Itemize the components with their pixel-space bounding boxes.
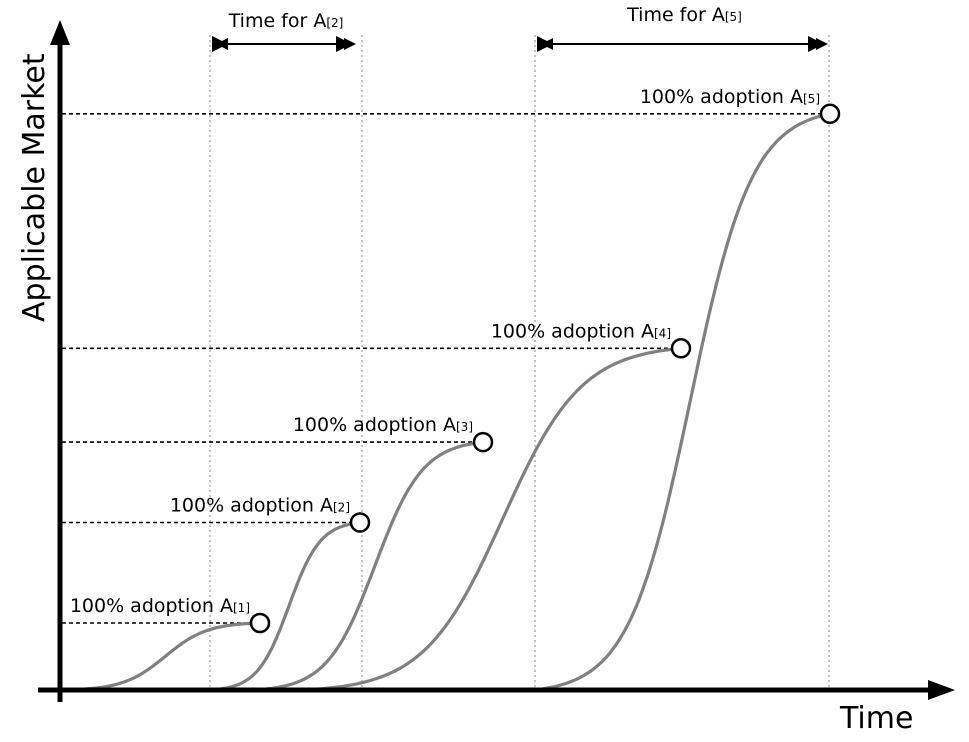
y-axis-arrowhead — [50, 20, 70, 45]
x-axis-arrowhead — [928, 680, 955, 700]
adoption-curve-1 — [59, 621, 261, 692]
time-span-label-1: Time for A[2] — [228, 10, 344, 32]
arrowhead-right — [344, 38, 356, 50]
adoption-label-4: 100% adoption A[4] — [491, 320, 671, 342]
adoption-point-3 — [472, 431, 494, 453]
labels: 100% adoption A[1] 100% adoption A[2] 100%… — [70, 4, 828, 617]
arrowhead-left — [216, 38, 228, 50]
adoption-curve-3 — [254, 440, 484, 692]
arrowhead-right — [816, 38, 828, 50]
arrowhead-left — [541, 38, 553, 50]
adoption-label-1: 100% adoption A[1] — [70, 595, 250, 617]
adoption-point-1 — [249, 612, 271, 634]
adoption-curve-4 — [304, 346, 682, 692]
adoption-curve-5 — [534, 112, 831, 692]
points — [249, 103, 841, 634]
adoption-label-3: 100% adoption A[3] — [293, 414, 473, 436]
adoption-label-5: 100% adoption A[5] — [640, 86, 820, 108]
adoption-point-4 — [670, 338, 692, 359]
adoption-curve-2 — [209, 520, 361, 692]
adoption-label-2: 100% adoption A[2] — [170, 495, 350, 517]
x-axis-label: Time — [839, 701, 913, 736]
guides — [62, 35, 830, 688]
time-span-label-2: Time for A[5] — [626, 4, 742, 26]
adoption-point-2 — [349, 512, 371, 533]
adoption-point-5 — [819, 103, 841, 125]
y-axis-label: Applicable Market — [17, 53, 52, 322]
